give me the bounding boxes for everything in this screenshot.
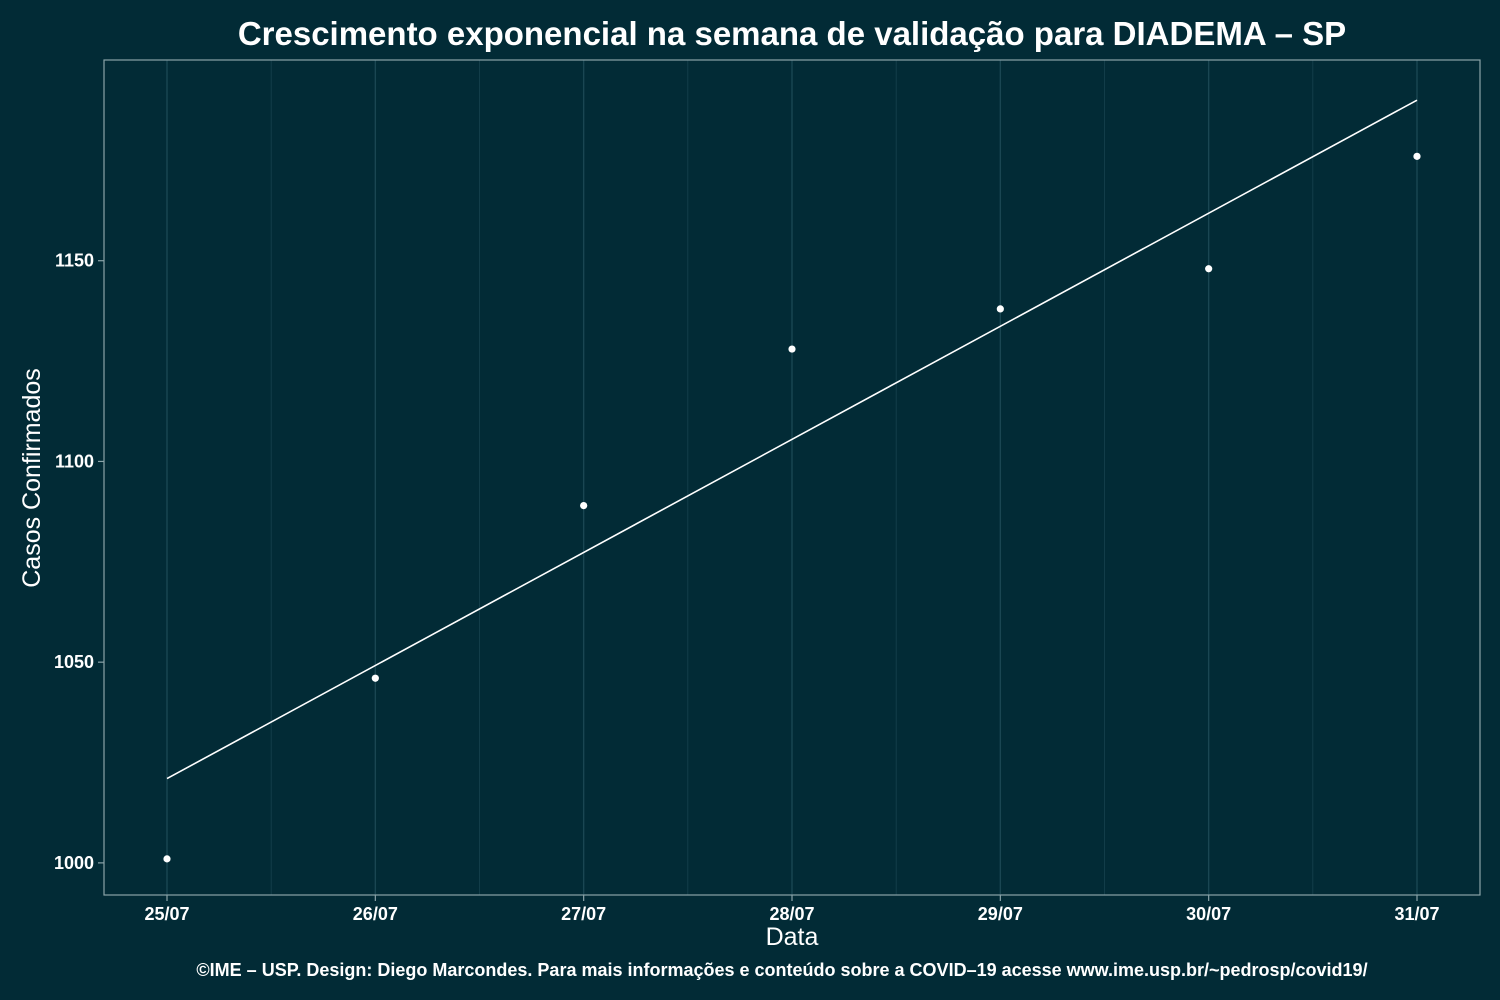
x-tick-label: 31/07 [1394,904,1439,924]
y-tick-label: 1000 [54,853,94,873]
data-points [163,152,1421,863]
y-axis-ticks: 1000 1050 1100 1150 [54,251,104,873]
data-point [1413,152,1421,160]
y-tick-label: 1100 [55,451,94,471]
x-tick-label: 28/07 [769,904,814,924]
grid-lines [166,60,1418,895]
data-point [788,345,796,353]
y-tick-label: 1050 [54,652,94,672]
x-axis-ticks: 25/07 26/07 27/07 28/07 29/07 30/07 31/07 [144,895,1440,924]
data-point [371,674,379,682]
trend-line [166,99,1418,780]
data-point [163,855,171,863]
chart-title: Crescimento exponencial na semana de val… [238,15,1346,52]
x-tick-label: 29/07 [978,904,1023,924]
x-axis-title: Data [766,923,819,951]
caption-credit: ©IME – USP. Design: Diego Marcondes. Par… [196,960,1367,980]
x-tick-label: 26/07 [353,904,398,924]
x-tick-label: 30/07 [1186,904,1231,924]
data-point [1205,265,1213,273]
y-axis-title: Casos Confirmados [18,368,46,588]
data-point [996,305,1004,313]
x-tick-label: 27/07 [561,904,606,924]
x-tick-label: 25/07 [144,904,189,924]
y-tick-label: 1150 [55,251,94,271]
data-point [580,502,588,510]
